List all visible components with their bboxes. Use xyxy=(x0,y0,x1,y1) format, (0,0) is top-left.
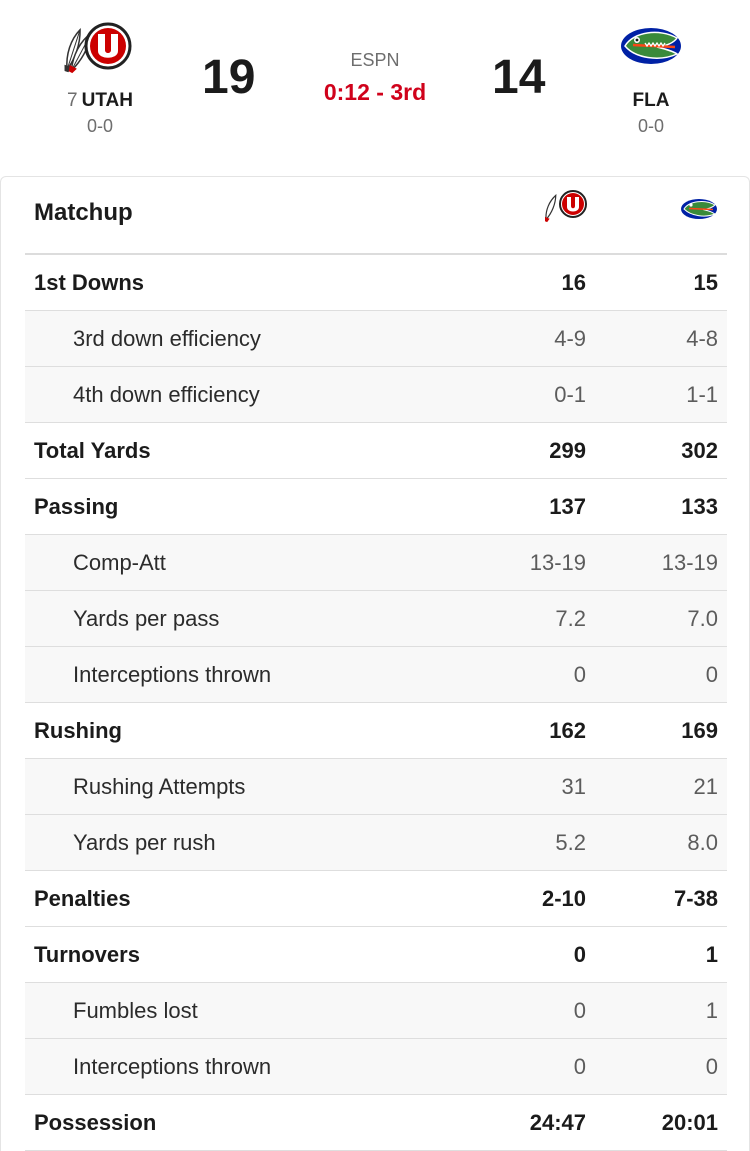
stat-label: Total Yards xyxy=(34,438,151,463)
away-team[interactable]: FLA 0-0 xyxy=(601,20,701,137)
away-stat-value: 20:01 xyxy=(661,1110,718,1135)
stat-label: Interceptions thrown xyxy=(73,662,272,687)
away-stat-value: 21 xyxy=(693,774,718,799)
home-stat-value: 0 xyxy=(573,998,586,1023)
home-stat-value: 31 xyxy=(561,774,586,799)
away-team-abbr: FLA xyxy=(632,90,670,111)
away-stat-value: 302 xyxy=(681,438,718,463)
stat-label: Comp-Att xyxy=(73,550,166,575)
broadcast-network: ESPN xyxy=(350,50,400,70)
away-stat-value: 13-19 xyxy=(661,550,718,575)
stat-row: 4th down efficiency 0-1 1-1 xyxy=(25,367,727,423)
utah-utes-logo-icon xyxy=(545,190,587,223)
stat-label: Rushing xyxy=(34,718,122,743)
away-stat-value: 0 xyxy=(705,662,718,687)
home-stat-value: 5.2 xyxy=(555,830,586,855)
team-stats-card: Matchup 1st Downs 16 15 3rd down efficiency… xyxy=(0,176,750,1151)
home-team-abbr: UTAH xyxy=(81,90,133,111)
home-stat-value: 7.2 xyxy=(555,606,586,631)
home-rank: 7 xyxy=(67,90,78,111)
home-score: 19 xyxy=(202,51,256,104)
away-score: 14 xyxy=(492,51,546,104)
home-team-record: 0-0 xyxy=(86,116,113,136)
stat-row: 1st Downs 16 15 xyxy=(25,255,727,311)
home-stat-value: 2-10 xyxy=(541,886,586,911)
home-stat-value: 4-9 xyxy=(554,326,586,351)
stat-label: 4th down efficiency xyxy=(73,382,260,407)
stat-label: Penalties xyxy=(34,886,131,911)
home-team[interactable]: 7 UTAH 0-0 xyxy=(50,20,150,137)
home-stat-value: 0 xyxy=(573,1054,586,1079)
stat-row: Comp-Att 13-19 13-19 xyxy=(25,535,727,591)
stat-row: Passing 137 133 xyxy=(25,479,727,535)
away-stat-value: 1-1 xyxy=(686,382,718,407)
home-stat-value: 137 xyxy=(549,494,586,519)
stat-label: Yards per rush xyxy=(73,830,216,855)
stat-row: Rushing Attempts 31 21 xyxy=(25,759,727,815)
stat-label: Yards per pass xyxy=(73,606,220,631)
home-stat-value: 13-19 xyxy=(529,550,586,575)
stat-label: Passing xyxy=(34,494,119,519)
stat-label: 3rd down efficiency xyxy=(73,326,261,351)
florida-gators-logo-icon xyxy=(681,199,717,219)
stat-row: Yards per rush 5.2 8.0 xyxy=(25,815,727,871)
stat-label: Fumbles lost xyxy=(73,998,198,1023)
home-stat-value: 16 xyxy=(561,270,586,295)
stat-row: Rushing 162 169 xyxy=(25,703,727,759)
stats-table: 1st Downs 16 15 3rd down efficiency 4-9 4-8 4t… xyxy=(25,255,727,1151)
stat-row: Interceptions thrown 0 0 xyxy=(25,1039,727,1095)
away-stat-value: 4-8 xyxy=(686,326,718,351)
stat-row: Possession 24:47 20:01 xyxy=(25,1095,727,1151)
home-stat-value: 162 xyxy=(549,718,586,743)
home-stat-value: 0 xyxy=(573,662,586,687)
stat-label: Turnovers xyxy=(34,942,140,967)
away-stat-value: 1 xyxy=(705,998,718,1023)
utah-utes-logo-icon xyxy=(64,22,132,74)
away-stat-value: 8.0 xyxy=(687,830,718,855)
matchup-header: Matchup xyxy=(25,177,727,255)
stat-row: Turnovers 0 1 xyxy=(25,927,727,983)
stat-label: 1st Downs xyxy=(34,270,145,295)
florida-gators-logo-icon xyxy=(621,28,681,64)
stat-row: Penalties 2-10 7-38 xyxy=(25,871,727,927)
scoreboard-header: 7 UTAH 0-0 19 ESPN 0:12 - 3rd 14 FLA 0-0 xyxy=(0,0,750,176)
stat-row: Yards per pass 7.2 7.0 xyxy=(25,591,727,647)
away-stat-value: 15 xyxy=(693,270,718,295)
matchup-title: Matchup xyxy=(34,199,133,226)
home-stat-value: 0 xyxy=(573,942,586,967)
away-stat-value: 169 xyxy=(681,718,718,743)
stat-label: Possession xyxy=(34,1110,157,1135)
away-team-record: 0-0 xyxy=(637,116,664,136)
game-status: ESPN 0:12 - 3rd xyxy=(275,48,475,108)
home-stat-value: 24:47 xyxy=(529,1110,586,1135)
home-stat-value: 0-1 xyxy=(554,382,586,407)
away-stat-value: 0 xyxy=(705,1054,718,1079)
stat-row: Total Yards 299 302 xyxy=(25,423,727,479)
away-stat-value: 133 xyxy=(681,494,718,519)
stat-label: Rushing Attempts xyxy=(73,774,246,799)
game-clock: 0:12 - 3rd xyxy=(323,79,427,105)
stat-label: Interceptions thrown xyxy=(73,1054,272,1079)
away-stat-value: 7.0 xyxy=(687,606,718,631)
home-stat-value: 299 xyxy=(549,438,586,463)
away-stat-value: 1 xyxy=(705,942,718,967)
stat-row: Fumbles lost 0 1 xyxy=(25,983,727,1039)
away-stat-value: 7-38 xyxy=(673,886,718,911)
stat-row: Interceptions thrown 0 0 xyxy=(25,647,727,703)
stat-row: 3rd down efficiency 4-9 4-8 xyxy=(25,311,727,367)
